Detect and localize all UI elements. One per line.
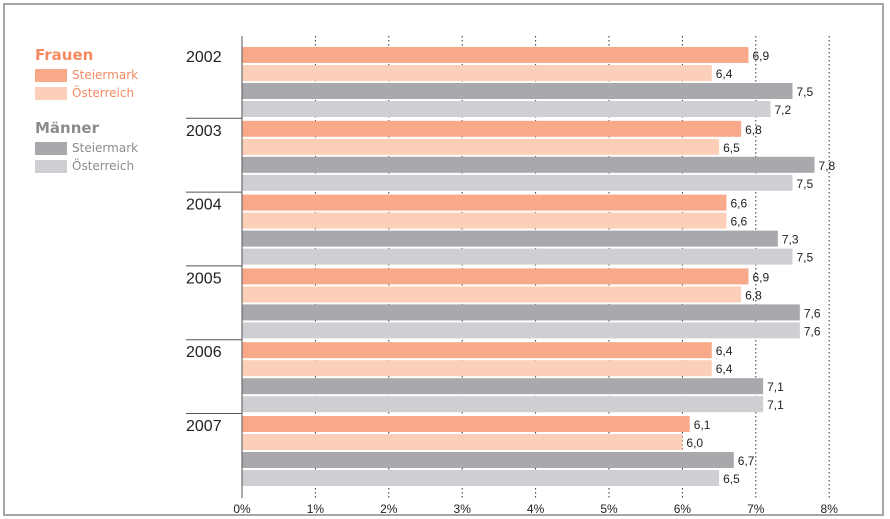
value-label-2003-maenner-steiermark: 7,8 <box>819 159 836 173</box>
legend-swatch-maenner-steiermark <box>35 141 67 155</box>
legend-group-maenner: Männer Steiermark Österreich <box>35 119 175 175</box>
x-tick-label-6: 6% <box>674 502 692 516</box>
bar-2006-frauen-steiermark <box>242 342 712 359</box>
value-label-2007-frauen-steiermark: 6,1 <box>694 418 711 432</box>
value-label-2004-maenner-oesterreich: 7,5 <box>797 251 814 265</box>
legend-label-frauen-oesterreich: Österreich <box>72 86 135 100</box>
x-tick-label-4: 4% <box>527 502 545 516</box>
category-label-2006: 2006 <box>186 344 222 361</box>
bar-2006-maenner-oesterreich <box>242 396 764 413</box>
bar-2005-maenner-steiermark <box>242 304 800 321</box>
legend-label-maenner-oesterreich: Österreich <box>72 159 135 173</box>
chart-frame <box>3 3 884 516</box>
value-label-2007-maenner-oesterreich: 6,5 <box>723 472 740 486</box>
bar-2006-frauen-oesterreich <box>242 360 712 377</box>
bar-2007-maenner-steiermark <box>242 452 734 468</box>
bar-2002-maenner-steiermark <box>242 83 793 99</box>
legend-item-frauen-oesterreich: Österreich <box>35 84 175 102</box>
bar-2007-maenner-oesterreich <box>242 470 720 486</box>
value-label-2002-frauen-oesterreich: 6,4 <box>716 67 733 81</box>
legend-swatch-frauen-oesterreich <box>35 86 67 100</box>
bar-2004-maenner-oesterreich <box>242 248 793 265</box>
category-label-2007: 2007 <box>186 418 222 435</box>
value-label-2004-frauen-oesterreich: 6,6 <box>730 215 747 229</box>
bar-2003-maenner-oesterreich <box>242 174 793 191</box>
x-tick-label-7: 7% <box>747 502 765 516</box>
value-label-2002-maenner-oesterreich: 7,2 <box>774 103 791 117</box>
bar-2003-maenner-steiermark <box>242 156 815 173</box>
legend-title-frauen: Frauen <box>35 46 94 64</box>
value-label-2006-maenner-steiermark: 7,1 <box>767 380 784 394</box>
value-label-2002-frauen-steiermark: 6,9 <box>752 49 769 63</box>
bar-2005-frauen-steiermark <box>242 268 749 285</box>
bar-2003-frauen-oesterreich <box>242 138 720 155</box>
category-label-2002: 2002 <box>186 49 222 66</box>
legend-swatch-maenner-oesterreich <box>35 159 67 173</box>
category-label-2003: 2003 <box>186 123 222 140</box>
legend-label-frauen-steiermark: Steiermark <box>72 68 139 82</box>
value-label-2007-frauen-oesterreich: 6,0 <box>686 436 703 450</box>
value-label-2006-maenner-oesterreich: 7,1 <box>767 398 784 412</box>
bar-2002-frauen-oesterreich <box>242 65 712 81</box>
bar-2006-maenner-steiermark <box>242 378 764 395</box>
bar-2005-frauen-oesterreich <box>242 286 742 303</box>
value-label-2006-frauen-oesterreich: 6,4 <box>716 362 733 376</box>
x-tick-label-2: 2% <box>380 502 398 516</box>
bar-2002-maenner-oesterreich <box>242 101 771 117</box>
bar-2004-maenner-steiermark <box>242 230 778 247</box>
legend-swatch-frauen-steiermark <box>35 68 67 82</box>
category-label-2004: 2004 <box>186 197 222 214</box>
legend-title-maenner: Männer <box>35 119 99 137</box>
bar-2004-frauen-steiermark <box>242 194 727 211</box>
legend-item-frauen-steiermark: Steiermark <box>35 66 175 84</box>
bar-2002-frauen-steiermark <box>242 47 749 63</box>
x-tick-label-8: 8% <box>821 502 839 516</box>
legend: Frauen Steiermark Österreich Männer Stei… <box>35 46 175 175</box>
x-tick-label-3: 3% <box>454 502 472 516</box>
legend-item-maenner-steiermark: Steiermark <box>35 139 175 157</box>
value-label-2007-maenner-steiermark: 6,7 <box>738 454 755 468</box>
bar-2007-frauen-oesterreich <box>242 434 683 450</box>
value-label-2006-frauen-steiermark: 6,4 <box>716 344 733 358</box>
x-tick-label-1: 1% <box>307 502 325 516</box>
x-tick-label-0: 0% <box>233 502 251 516</box>
value-label-2003-maenner-oesterreich: 7,5 <box>797 177 814 191</box>
bar-2004-frauen-oesterreich <box>242 212 727 229</box>
value-label-2003-frauen-steiermark: 6,8 <box>745 123 762 137</box>
value-label-2004-frauen-steiermark: 6,6 <box>730 197 747 211</box>
value-label-2004-maenner-steiermark: 7,3 <box>782 233 799 247</box>
x-tick-label-5: 5% <box>600 502 618 516</box>
value-label-2005-maenner-steiermark: 7,6 <box>804 306 821 320</box>
category-label-2005: 2005 <box>186 270 222 287</box>
legend-group-frauen: Frauen Steiermark Österreich <box>35 46 175 102</box>
value-label-2005-frauen-oesterreich: 6,8 <box>745 288 762 302</box>
value-label-2002-maenner-steiermark: 7,5 <box>797 85 814 99</box>
value-label-2003-frauen-oesterreich: 6,5 <box>723 141 740 155</box>
legend-label-maenner-steiermark: Steiermark <box>72 141 139 155</box>
bar-2003-frauen-steiermark <box>242 120 742 137</box>
value-label-2005-frauen-steiermark: 6,9 <box>752 270 769 284</box>
legend-item-maenner-oesterreich: Österreich <box>35 157 175 175</box>
bar-2005-maenner-oesterreich <box>242 322 800 339</box>
value-label-2005-maenner-oesterreich: 7,6 <box>804 324 821 338</box>
bar-2007-frauen-steiermark <box>242 416 690 432</box>
